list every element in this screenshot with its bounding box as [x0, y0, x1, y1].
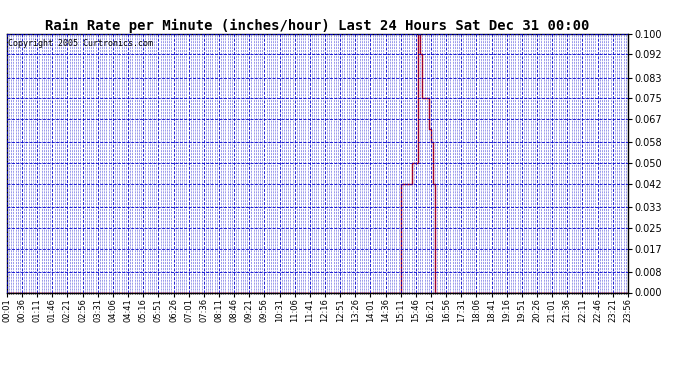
- Title: Rain Rate per Minute (inches/hour) Last 24 Hours Sat Dec 31 00:00: Rain Rate per Minute (inches/hour) Last …: [46, 18, 589, 33]
- Text: Copyright 2005 Curtronics.com: Copyright 2005 Curtronics.com: [8, 39, 153, 48]
